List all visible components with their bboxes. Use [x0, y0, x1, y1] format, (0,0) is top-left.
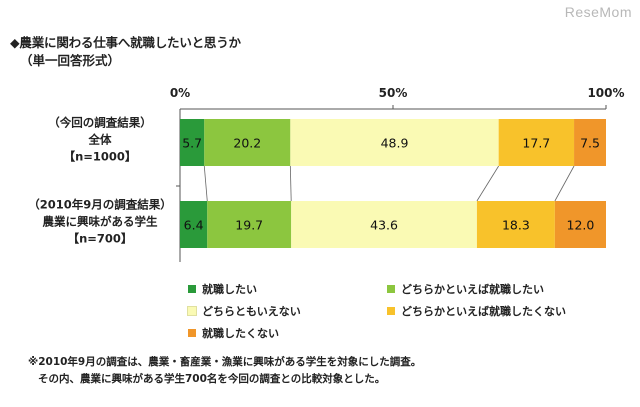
- bar-segment: [291, 201, 477, 248]
- category-label: （2010年9月の調査結果）: [28, 198, 172, 212]
- legend-swatch: [387, 307, 395, 315]
- legend-label: どちらともいえない: [202, 305, 301, 318]
- legend-item-5: 就職したくない: [188, 325, 279, 341]
- bar-segment: [180, 119, 205, 166]
- data-label: 20.2: [233, 136, 261, 151]
- connector-line: [476, 165, 499, 202]
- legend-label: 就職したい: [202, 283, 257, 296]
- bar-segment: [290, 119, 499, 166]
- bar-segment: [574, 119, 606, 166]
- connector-line: [289, 165, 292, 202]
- x-tick-label: 50%: [379, 86, 408, 100]
- legend-swatch: [187, 306, 197, 316]
- bar-segment: [204, 119, 291, 166]
- x-tick-label: 100%: [587, 86, 624, 100]
- footnote-1: ※2010年9月の調査は、農業・畜産業・漁業に興味がある学生を対象にした調査。: [28, 356, 422, 368]
- bar-segment: [207, 201, 292, 248]
- connector-line: [203, 165, 208, 202]
- x-tick-label: 0%: [170, 86, 190, 100]
- footnotes: ※2010年9月の調査は、農業・畜産業・漁業に興味がある学生を対象にした調査。 …: [28, 354, 421, 388]
- legend-swatch: [188, 329, 196, 337]
- data-label: 19.7: [235, 218, 263, 233]
- connector-line: [554, 165, 575, 202]
- legend-swatch: [387, 285, 395, 293]
- chart-subtitle: （単一回答形式）: [20, 53, 121, 68]
- stacked-bar-chart: 0% 50% 100% 5.7 20.2 48.9 17.7 7.5 （今回の調査結果） 全体【n…: [28, 86, 625, 262]
- legend-item-3: どちらともいえない: [187, 303, 301, 319]
- bar-segment: [180, 201, 208, 248]
- data-label: 12.0: [567, 218, 595, 233]
- legend-item-4: どちらかといえば就職したくない: [387, 303, 566, 319]
- legend-label: どちらかといえば就職したい: [401, 283, 544, 296]
- legend-label: どちらかといえば就職したくない: [401, 305, 566, 318]
- brand-logo: ReseMom: [564, 4, 632, 20]
- data-label: 48.9: [381, 136, 409, 151]
- category-label: 全体: [88, 133, 112, 147]
- bar-segment: [498, 119, 575, 166]
- legend-label: 就職したくない: [202, 327, 279, 340]
- bar-segment: [554, 201, 606, 248]
- footnote-2: その内、農業に興味がある学生700名を今回の調査との比較対象とした。: [38, 373, 386, 385]
- data-label: 7.5: [580, 136, 600, 151]
- data-label: 5.7: [182, 136, 202, 151]
- category-label: 農業に興味がある学生: [43, 215, 158, 229]
- category-label: 【n=1000】: [64, 150, 137, 164]
- category-label: （今回の調査結果）: [48, 116, 152, 130]
- chart-title: ◆農業に関わる仕事へ就職したいと思うか: [10, 35, 241, 50]
- data-label: 17.7: [522, 136, 550, 151]
- data-label: 6.4: [184, 218, 204, 233]
- data-label: 18.3: [502, 218, 530, 233]
- data-label: 43.6: [370, 218, 398, 233]
- legend-item-1: 就職したい: [188, 281, 257, 297]
- legend-item-2: どちらかといえば就職したい: [387, 281, 544, 297]
- legend-swatch: [188, 285, 196, 293]
- bar-segment: [476, 201, 555, 248]
- category-label: 【n=700】: [68, 232, 133, 246]
